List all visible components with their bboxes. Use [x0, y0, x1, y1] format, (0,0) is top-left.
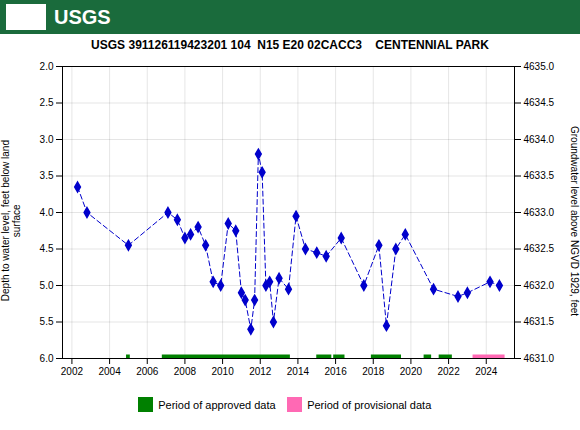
svg-text:2014: 2014: [287, 366, 310, 377]
svg-text:2010: 2010: [211, 366, 234, 377]
svg-text:4634.5: 4634.5: [524, 97, 555, 108]
svg-text:2022: 2022: [437, 366, 460, 377]
svg-text:2012: 2012: [249, 366, 272, 377]
svg-text:5.0: 5.0: [40, 280, 54, 291]
svg-text:6.0: 6.0: [40, 353, 54, 364]
html-text:Period of approved data: Period of approved data: [158, 398, 276, 411]
svg-text:2020: 2020: [400, 366, 423, 377]
svg-text:2008: 2008: [174, 366, 197, 377]
svg-text:2.5: 2.5: [40, 97, 54, 108]
svg-text:4635.0: 4635.0: [524, 61, 555, 72]
svg-text:4.5: 4.5: [40, 243, 54, 254]
svg-text:4631.5: 4631.5: [524, 316, 555, 327]
html-text:Groundwater level above NGVD 1: Groundwater level above NGVD 1929, feet: [569, 125, 580, 316]
svg-text:4633.0: 4633.0: [524, 207, 555, 218]
svg-text:3.5: 3.5: [40, 170, 54, 181]
svg-text:2016: 2016: [324, 366, 347, 377]
html-text:USGS 391126119423201 104 N15 E: USGS 391126119423201 104 N15 E20 02CACC3…: [91, 38, 489, 52]
html-text:USGS: USGS: [54, 5, 111, 28]
svg-text:4631.0: 4631.0: [524, 353, 555, 364]
svg-text:4633.5: 4633.5: [524, 170, 555, 181]
svg-text:5.5: 5.5: [40, 316, 54, 327]
svg-text:2018: 2018: [362, 366, 385, 377]
svg-text:4632.0: 4632.0: [524, 280, 555, 291]
svg-text:2002: 2002: [61, 366, 84, 377]
svg-text:3.0: 3.0: [40, 134, 54, 145]
svg-text:2006: 2006: [136, 366, 159, 377]
svg-text:2004: 2004: [98, 366, 121, 377]
svg-text:4634.0: 4634.0: [524, 134, 555, 145]
svg-text:2.0: 2.0: [40, 61, 54, 72]
svg-text:4.0: 4.0: [40, 207, 54, 218]
html-text:Period of provisional data: Period of provisional data: [307, 398, 432, 411]
html-text:Depth to water level, feet bel: Depth to water level, feet below land su…: [0, 140, 22, 302]
svg-text:4632.5: 4632.5: [524, 243, 555, 254]
svg-text:2024: 2024: [475, 366, 498, 377]
